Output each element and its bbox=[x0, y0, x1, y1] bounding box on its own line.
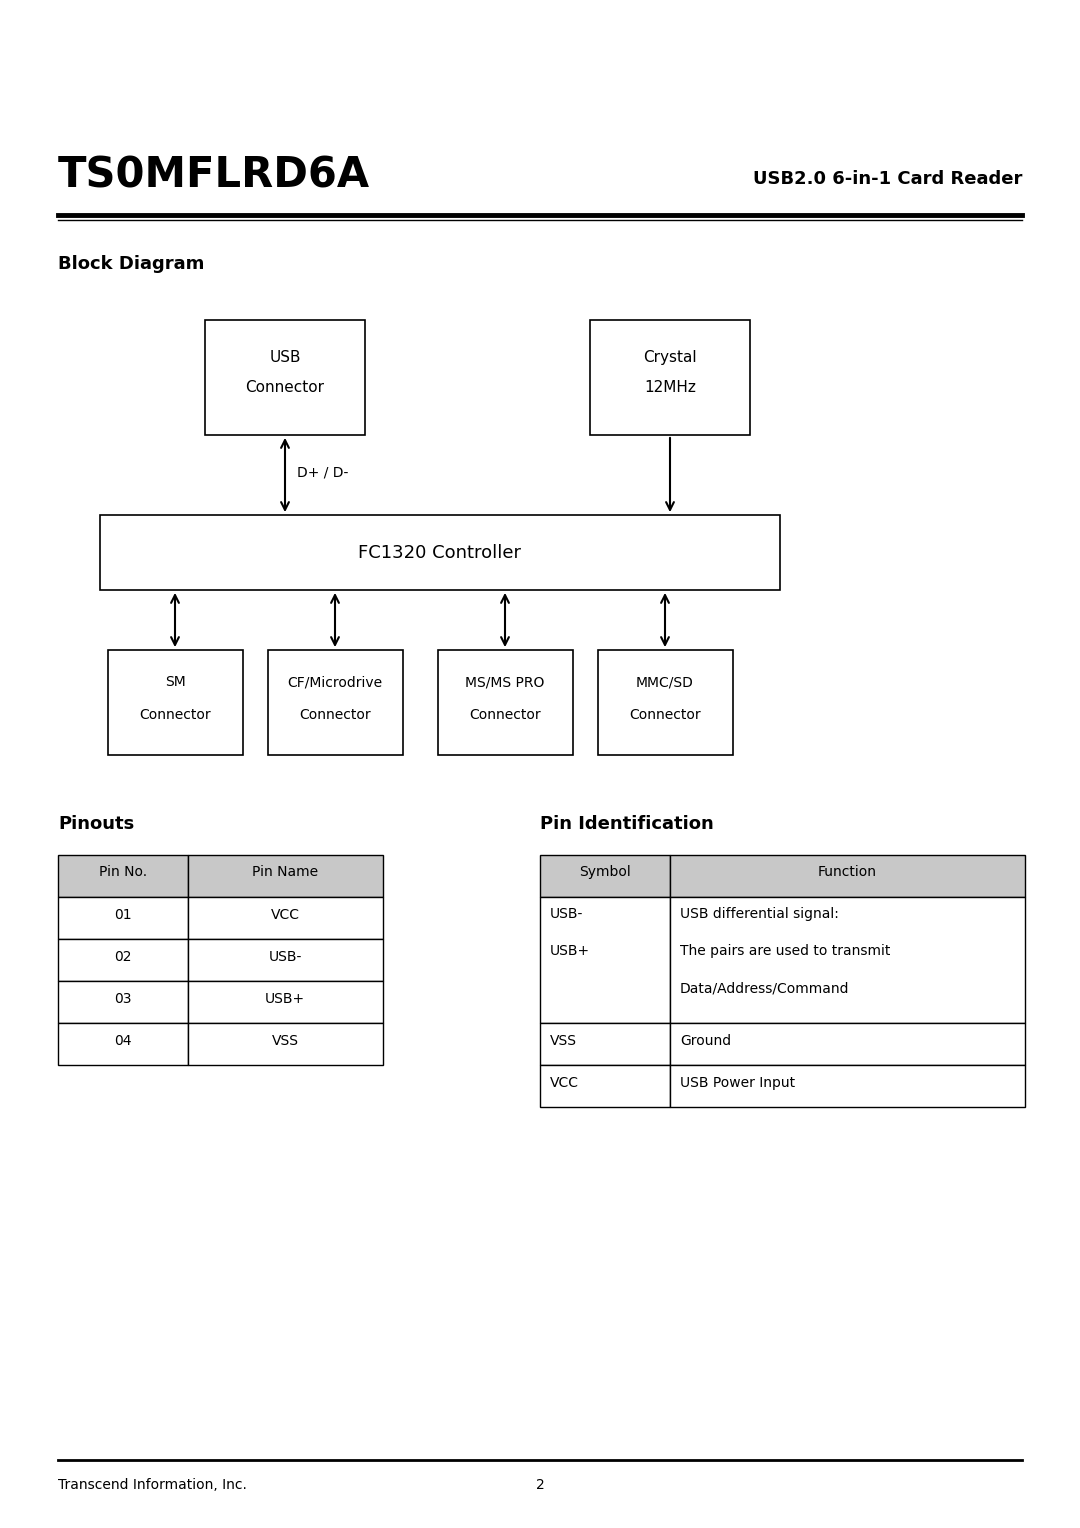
Text: 04: 04 bbox=[114, 1034, 132, 1048]
Text: VCC: VCC bbox=[550, 1076, 579, 1089]
Bar bbox=[540, 856, 670, 897]
Bar bbox=[540, 897, 670, 1024]
Bar bbox=[188, 1024, 383, 1065]
Bar bbox=[590, 319, 750, 435]
Text: CF/Microdrive: CF/Microdrive bbox=[287, 675, 382, 689]
Text: USB Power Input: USB Power Input bbox=[680, 1076, 795, 1089]
Bar bbox=[58, 897, 188, 940]
Text: 2: 2 bbox=[536, 1478, 544, 1491]
Bar bbox=[670, 897, 1025, 1024]
Text: D+ / D-: D+ / D- bbox=[297, 465, 349, 478]
Bar bbox=[205, 319, 365, 435]
Text: TS0MFLRD6A: TS0MFLRD6A bbox=[58, 154, 370, 197]
Text: Pin No.: Pin No. bbox=[99, 865, 147, 879]
Bar bbox=[670, 1065, 1025, 1106]
Text: Connector: Connector bbox=[245, 380, 324, 396]
Text: MS/MS PRO: MS/MS PRO bbox=[465, 675, 544, 689]
Text: 12MHz: 12MHz bbox=[644, 380, 696, 396]
Text: 01: 01 bbox=[114, 908, 132, 921]
Bar bbox=[188, 856, 383, 897]
Text: Pinouts: Pinouts bbox=[58, 814, 134, 833]
Text: Connector: Connector bbox=[469, 707, 541, 723]
Bar bbox=[670, 1024, 1025, 1065]
Text: Ground: Ground bbox=[680, 1034, 731, 1048]
Text: VCC: VCC bbox=[270, 908, 299, 921]
Bar bbox=[670, 856, 1025, 897]
Text: Connector: Connector bbox=[139, 707, 211, 723]
Text: Transcend Information, Inc.: Transcend Information, Inc. bbox=[58, 1478, 247, 1491]
Bar bbox=[58, 856, 188, 897]
Text: 03: 03 bbox=[114, 992, 132, 1005]
Bar bbox=[58, 1024, 188, 1065]
Bar bbox=[438, 649, 573, 755]
Text: USB-: USB- bbox=[268, 950, 301, 964]
Text: USB: USB bbox=[269, 350, 300, 365]
Text: MMC/SD: MMC/SD bbox=[636, 675, 694, 689]
Text: Pin Identification: Pin Identification bbox=[540, 814, 714, 833]
Bar bbox=[188, 897, 383, 940]
Text: FC1320 Controller: FC1320 Controller bbox=[359, 544, 522, 562]
Text: Connector: Connector bbox=[630, 707, 701, 723]
Text: USB+: USB+ bbox=[550, 944, 590, 958]
Text: Function: Function bbox=[818, 865, 877, 879]
Text: USB2.0 6-in-1 Card Reader: USB2.0 6-in-1 Card Reader bbox=[753, 170, 1022, 188]
Text: Connector: Connector bbox=[299, 707, 370, 723]
Text: USB-: USB- bbox=[550, 908, 583, 921]
Bar bbox=[540, 1065, 670, 1106]
Bar bbox=[598, 649, 733, 755]
Text: 02: 02 bbox=[114, 950, 132, 964]
Text: VSS: VSS bbox=[271, 1034, 298, 1048]
Text: VSS: VSS bbox=[550, 1034, 577, 1048]
Text: Data/Address/Command: Data/Address/Command bbox=[680, 981, 850, 995]
Bar bbox=[108, 649, 243, 755]
Text: Pin Name: Pin Name bbox=[252, 865, 319, 879]
Bar bbox=[58, 981, 188, 1024]
Bar bbox=[100, 515, 780, 590]
Text: Crystal: Crystal bbox=[644, 350, 697, 365]
Text: The pairs are used to transmit: The pairs are used to transmit bbox=[680, 944, 890, 958]
Text: Symbol: Symbol bbox=[579, 865, 631, 879]
Text: USB+: USB+ bbox=[265, 992, 305, 1005]
Text: SM: SM bbox=[164, 675, 186, 689]
Bar bbox=[188, 981, 383, 1024]
Bar bbox=[540, 1024, 670, 1065]
Bar bbox=[188, 940, 383, 981]
Bar bbox=[268, 649, 403, 755]
Text: Block Diagram: Block Diagram bbox=[58, 255, 204, 274]
Bar bbox=[58, 940, 188, 981]
Text: USB differential signal:: USB differential signal: bbox=[680, 908, 839, 921]
